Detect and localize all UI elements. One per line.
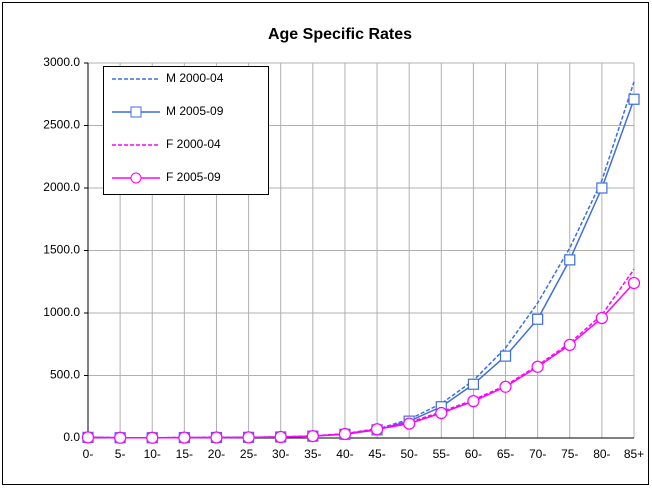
marker bbox=[146, 431, 159, 444]
x-tick-label: 15- bbox=[176, 447, 193, 461]
y-tick-label: 3000.0 bbox=[43, 55, 80, 69]
y-tick-label: 2500.0 bbox=[43, 118, 80, 132]
x-tick-label: 85+ bbox=[624, 447, 644, 461]
marker bbox=[178, 431, 191, 444]
x-tick-label: 75- bbox=[561, 447, 578, 461]
chart-title: Age Specific Rates bbox=[268, 26, 412, 43]
marker bbox=[467, 395, 480, 408]
x-tick-label: 45- bbox=[368, 447, 385, 461]
x-tick-label: 40- bbox=[336, 447, 353, 461]
x-tick-label: 35- bbox=[304, 447, 321, 461]
y-tick-label: 2000.0 bbox=[43, 180, 80, 194]
legend-marker bbox=[130, 106, 142, 118]
marker bbox=[467, 378, 480, 390]
marker bbox=[403, 417, 416, 430]
legend-label: F 2000-04 bbox=[166, 137, 221, 151]
marker bbox=[563, 338, 576, 351]
marker bbox=[532, 313, 544, 325]
marker bbox=[81, 431, 95, 444]
y-tick-label: 500.0 bbox=[50, 368, 80, 382]
marker bbox=[306, 430, 319, 443]
x-tick-label: 30- bbox=[272, 447, 289, 461]
x-tick-label: 55- bbox=[433, 447, 450, 461]
marker bbox=[338, 427, 352, 441]
legend-label: F 2005-09 bbox=[166, 170, 221, 184]
marker bbox=[499, 350, 512, 362]
legend-label: M 2000-04 bbox=[166, 71, 224, 85]
x-tick-label: 60- bbox=[465, 447, 482, 461]
marker bbox=[274, 430, 287, 444]
marker bbox=[596, 182, 608, 194]
marker bbox=[595, 311, 608, 325]
x-tick-label: 70- bbox=[529, 447, 546, 461]
x-tick-label: 50- bbox=[401, 447, 418, 461]
marker bbox=[210, 431, 223, 444]
x-tick-label: 10- bbox=[144, 447, 161, 461]
legend-marker bbox=[130, 172, 142, 184]
marker bbox=[627, 276, 641, 290]
y-tick-label: 1000.0 bbox=[43, 305, 80, 319]
x-tick-label: 0- bbox=[83, 447, 94, 461]
marker bbox=[370, 423, 384, 436]
x-tick-label: 25- bbox=[240, 447, 257, 461]
x-tick-label: 5- bbox=[115, 447, 126, 461]
legend-box bbox=[103, 66, 269, 195]
marker bbox=[628, 93, 640, 105]
marker bbox=[114, 431, 127, 444]
marker bbox=[499, 380, 512, 393]
y-tick-label: 1500.0 bbox=[43, 243, 80, 257]
marker bbox=[435, 406, 448, 420]
x-tick-label: 65- bbox=[497, 447, 514, 461]
marker bbox=[531, 360, 544, 373]
x-tick-label: 20- bbox=[208, 447, 225, 461]
marker bbox=[564, 254, 576, 266]
marker bbox=[242, 431, 255, 444]
x-tick-label: 80- bbox=[593, 447, 610, 461]
legend: M 2000-04 M 2005-09 F 2000-04 F 2005-09 bbox=[103, 66, 269, 195]
legend-label: M 2005-09 bbox=[166, 104, 224, 118]
y-tick-label: 0.0 bbox=[63, 430, 80, 444]
